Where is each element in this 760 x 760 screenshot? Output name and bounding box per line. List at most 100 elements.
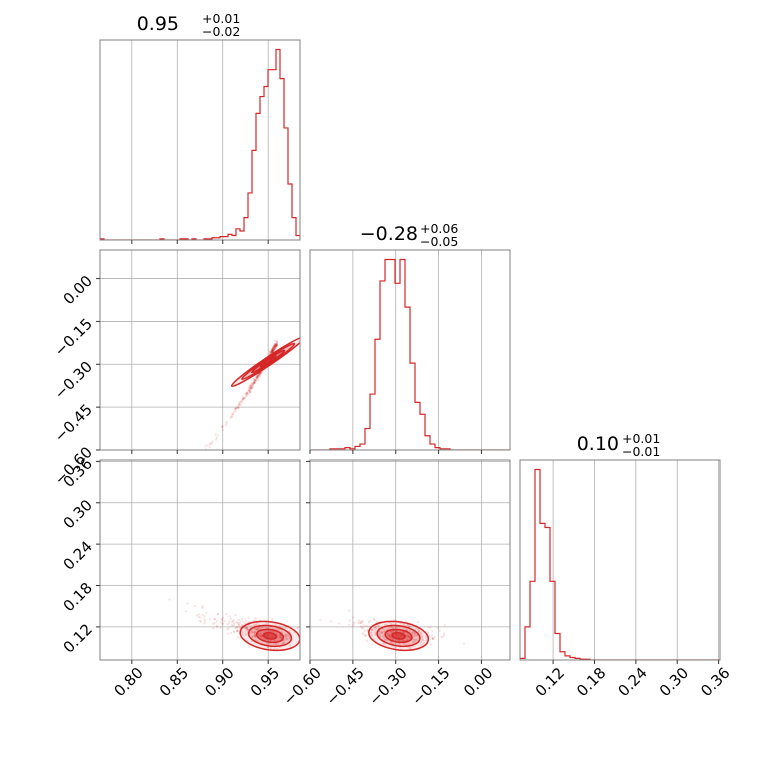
sample-point <box>414 638 417 642</box>
sample-point <box>238 402 241 405</box>
sample-point <box>231 412 234 415</box>
sample-point <box>254 381 257 384</box>
sample-point <box>239 403 242 406</box>
sample-point <box>261 625 265 629</box>
sample-point <box>257 374 260 377</box>
sample-point <box>231 620 234 623</box>
tick-label-x: 0.95 <box>247 664 283 700</box>
panel-frame <box>519 459 721 661</box>
sample-point <box>227 627 230 630</box>
sample-point <box>198 613 201 616</box>
sample-point <box>255 376 258 379</box>
sample-point <box>244 619 247 622</box>
sample-point <box>275 342 278 345</box>
sample-point <box>374 633 377 636</box>
sample-point <box>256 622 259 625</box>
sample-point <box>258 375 261 378</box>
sample-point <box>253 634 256 637</box>
sample-point <box>253 381 256 385</box>
sample-point <box>221 622 224 625</box>
sample-point <box>271 349 275 352</box>
sample-point <box>256 628 260 631</box>
sample-point <box>411 631 414 634</box>
sample-point <box>271 348 274 351</box>
sample-point <box>233 622 236 625</box>
sample-point <box>270 350 274 353</box>
sample-point <box>269 647 272 650</box>
sample-point <box>253 379 256 382</box>
sample-point <box>248 389 251 392</box>
sample-point <box>419 643 422 647</box>
sample-point <box>237 618 240 622</box>
sample-point <box>274 344 278 348</box>
sample-point <box>401 630 404 633</box>
sample-point <box>277 628 281 631</box>
sample-point <box>397 639 400 642</box>
sample-point <box>242 620 245 623</box>
sample-point <box>261 637 264 640</box>
sample-point <box>249 386 252 389</box>
sample-point <box>378 635 382 638</box>
sample-point <box>201 605 204 608</box>
sample-point <box>370 634 373 637</box>
sample-point <box>224 424 227 427</box>
sample-point <box>244 630 247 633</box>
sample-point <box>256 376 259 379</box>
sample-point <box>249 387 252 390</box>
title-p1-plus: +0.06 <box>420 221 458 236</box>
sample-point <box>256 377 259 380</box>
sample-point <box>245 626 248 630</box>
sample-point <box>204 444 207 448</box>
sample-point <box>242 396 246 399</box>
sample-point <box>247 645 251 648</box>
sample-point <box>211 622 215 625</box>
sample-point <box>275 343 278 346</box>
sample-point <box>274 343 277 347</box>
sample-point <box>213 618 217 621</box>
sample-point <box>258 626 261 630</box>
sample-point <box>216 613 219 616</box>
sample-point <box>374 626 377 630</box>
density-contour <box>262 631 278 640</box>
sample-point <box>244 626 247 629</box>
sample-point <box>255 629 258 632</box>
sample-point <box>237 407 240 410</box>
sample-point <box>241 398 245 401</box>
sample-point <box>273 348 276 352</box>
sample-point <box>249 388 252 391</box>
sample-point <box>273 345 276 348</box>
sample-point <box>251 630 254 633</box>
sample-point <box>417 630 420 633</box>
sample-point <box>288 636 292 640</box>
sample-point <box>260 625 263 629</box>
sample-point <box>247 620 251 624</box>
sample-point <box>256 376 259 379</box>
sample-point <box>210 442 213 445</box>
sample-point <box>199 455 201 457</box>
sample-point <box>363 629 366 632</box>
sample-point <box>231 620 235 623</box>
sample-point <box>403 638 406 642</box>
sample-point <box>388 634 391 637</box>
sample-point <box>408 636 411 639</box>
sample-point <box>280 635 283 638</box>
sample-point <box>250 384 254 387</box>
sample-point <box>274 342 277 346</box>
sample-point <box>348 619 351 622</box>
sample-point <box>383 623 387 627</box>
sample-point <box>273 639 276 642</box>
sample-point <box>256 639 259 642</box>
sample-point <box>362 624 365 627</box>
sample-point <box>251 386 254 389</box>
sample-point <box>406 638 409 641</box>
sample-point <box>412 630 415 633</box>
panel-frame <box>309 249 511 451</box>
sample-point <box>278 636 282 639</box>
sample-point <box>241 633 245 636</box>
sample-point <box>272 349 275 352</box>
sample-point <box>243 397 246 400</box>
sample-point <box>401 639 405 642</box>
sample-point <box>285 636 288 639</box>
sample-point <box>270 350 274 353</box>
sample-point <box>271 350 274 353</box>
